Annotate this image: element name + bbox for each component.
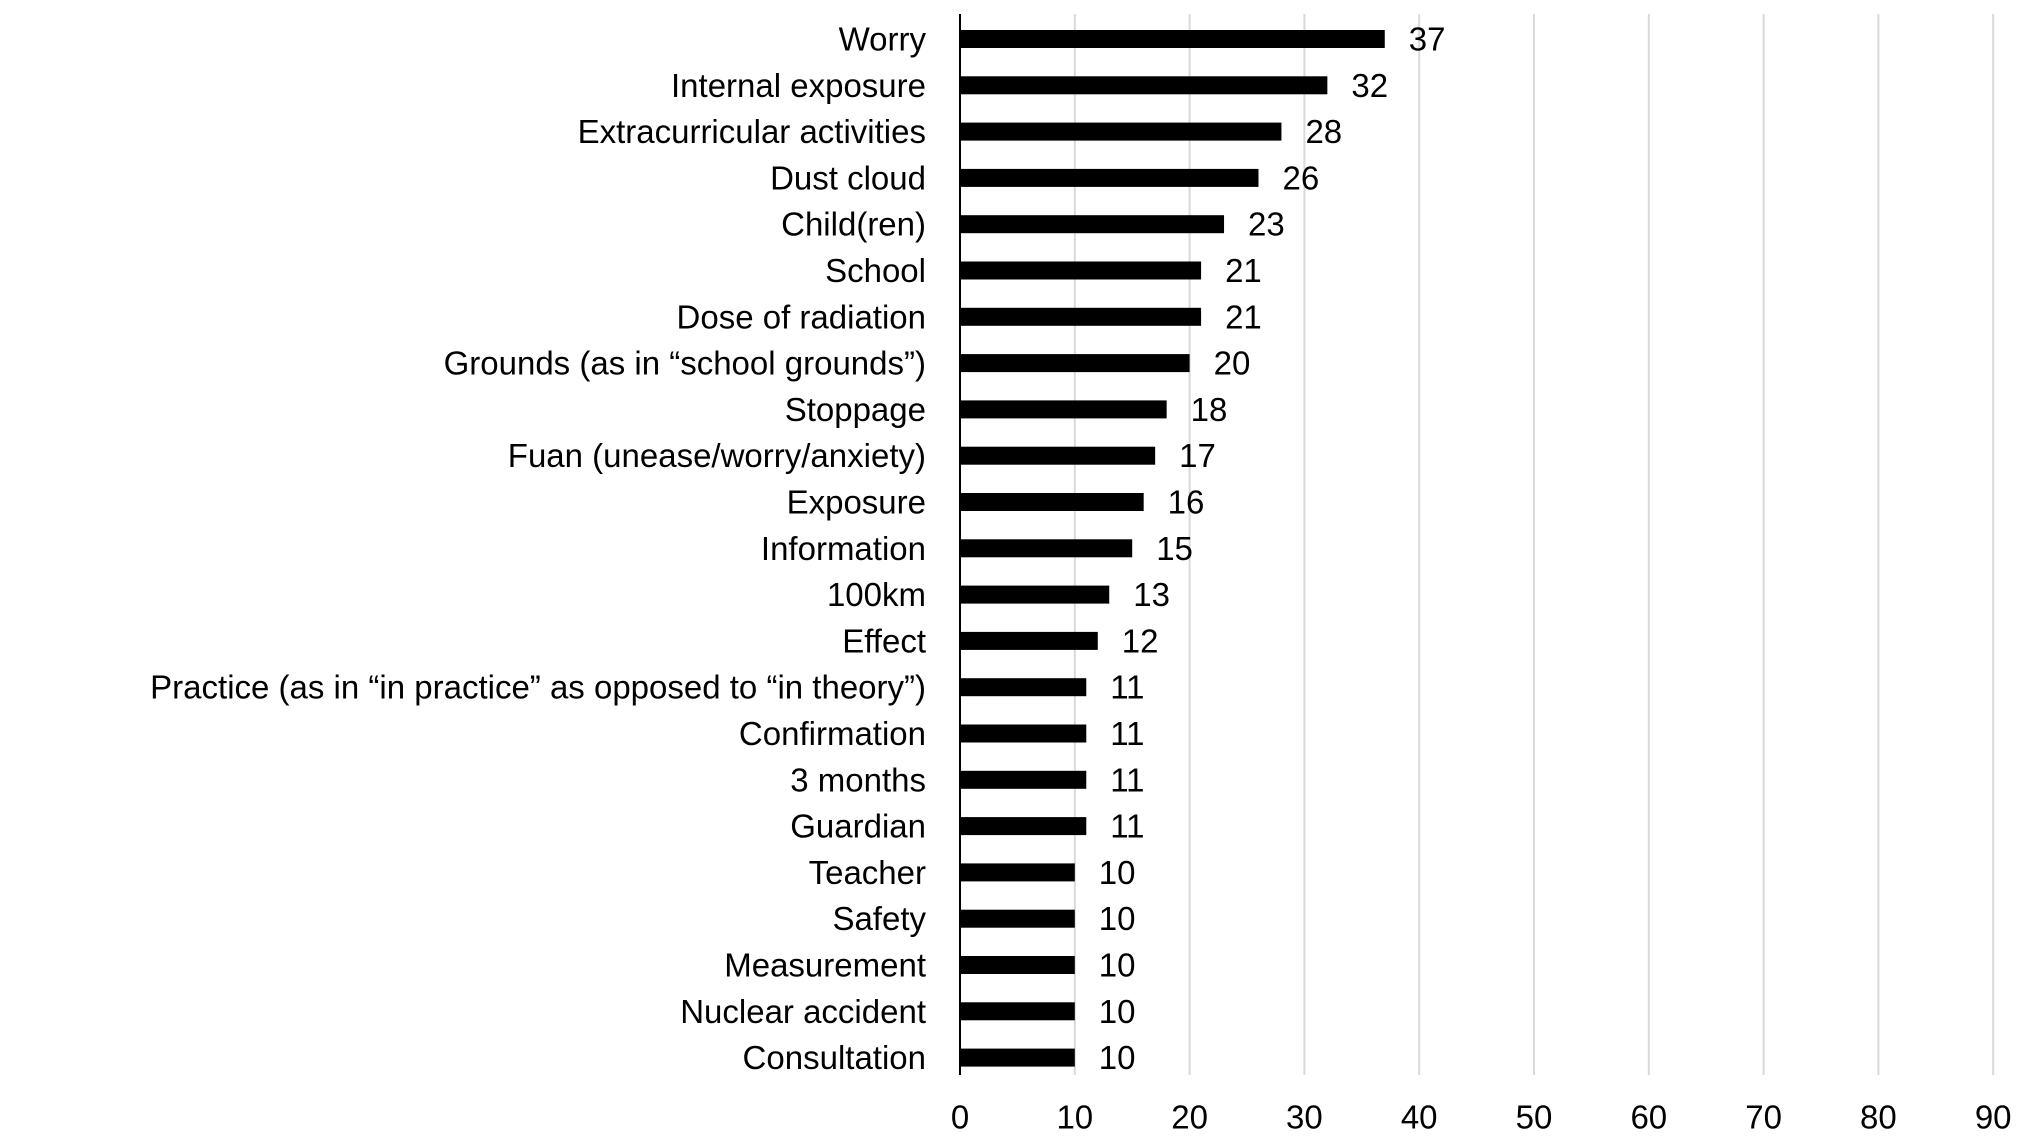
category-label: Stoppage <box>785 391 926 428</box>
bar <box>960 76 1328 95</box>
data-label: 10 <box>1099 993 1136 1030</box>
bar <box>960 770 1087 789</box>
x-tick-label: 30 <box>1286 1099 1323 1136</box>
data-label: 16 <box>1168 484 1205 521</box>
category-label: Child(ren) <box>781 206 926 243</box>
category-label: Information <box>761 530 926 567</box>
bar <box>960 261 1202 280</box>
category-label: 3 months <box>790 761 926 798</box>
bar <box>960 493 1144 511</box>
data-label: 21 <box>1225 252 1262 289</box>
category-label: Effect <box>842 622 926 659</box>
bar <box>960 354 1190 373</box>
category-label: Teacher <box>809 854 926 891</box>
data-label: 18 <box>1191 391 1228 428</box>
bar <box>960 30 1385 48</box>
data-label: 23 <box>1248 206 1285 243</box>
category-label: Practice (as in “in practice” as opposed… <box>150 669 926 706</box>
category-labels: Worry Internal exposure Extracurricular ac… <box>150 21 926 1077</box>
category-label: Internal exposure <box>671 67 926 104</box>
x-tick-label: 90 <box>1975 1099 2012 1136</box>
x-tick-label: 50 <box>1516 1099 1553 1136</box>
bar <box>960 1048 1075 1067</box>
category-label: 100km <box>827 576 926 613</box>
bar <box>960 678 1087 697</box>
x-tick-label: 10 <box>1056 1099 1093 1136</box>
category-label: Worry <box>839 21 927 58</box>
x-tick-label: 70 <box>1745 1099 1782 1136</box>
gridlines <box>1073 14 1995 1075</box>
category-label: Nuclear accident <box>680 993 926 1030</box>
bar <box>960 817 1087 836</box>
bars <box>960 30 1385 1067</box>
x-tick-label: 40 <box>1401 1099 1438 1136</box>
category-label: Confirmation <box>739 715 926 752</box>
data-label: 12 <box>1122 622 1159 659</box>
bar <box>960 724 1087 743</box>
data-label: 15 <box>1156 530 1193 567</box>
category-label: Dust cloud <box>770 159 926 196</box>
data-label: 13 <box>1133 576 1170 613</box>
category-label: Measurement <box>724 947 926 984</box>
data-label: 32 <box>1351 67 1388 104</box>
x-tick-label: 0 <box>951 1099 969 1136</box>
category-label: Safety <box>832 900 926 937</box>
data-label: 21 <box>1225 298 1262 335</box>
data-label: 10 <box>1099 1039 1136 1076</box>
bar <box>960 956 1075 974</box>
x-tick-labels: 0 10 20 30 40 50 60 70 80 90 <box>951 1099 2012 1136</box>
bar <box>960 1002 1075 1021</box>
bar <box>960 400 1167 419</box>
bar <box>960 122 1282 141</box>
bar <box>960 446 1156 465</box>
bar <box>960 585 1110 604</box>
bar <box>960 631 1098 650</box>
bar <box>960 539 1133 558</box>
category-label: Grounds (as in “school grounds”) <box>444 345 926 382</box>
bar <box>960 307 1202 326</box>
data-label: 26 <box>1282 159 1319 196</box>
data-label: 10 <box>1099 900 1136 937</box>
data-label: 10 <box>1099 947 1136 984</box>
data-label: 11 <box>1110 761 1144 798</box>
category-label: Extracurricular activities <box>578 113 926 150</box>
data-label: 10 <box>1099 854 1136 891</box>
data-label: 11 <box>1110 715 1144 752</box>
x-tick-label: 60 <box>1630 1099 1667 1136</box>
x-tick-label: 80 <box>1860 1099 1897 1136</box>
bar <box>960 863 1075 882</box>
x-tick-label: 20 <box>1171 1099 1208 1136</box>
category-label: Consultation <box>743 1039 926 1076</box>
data-label: 20 <box>1214 345 1251 382</box>
bar <box>960 215 1225 234</box>
category-label: Fuan (unease/worry/anxiety) <box>508 437 926 474</box>
category-label: Guardian <box>790 808 926 845</box>
data-label: 28 <box>1305 113 1342 150</box>
category-label: Exposure <box>787 484 926 521</box>
bar <box>960 909 1075 928</box>
category-label: School <box>825 252 926 289</box>
bar <box>960 168 1259 187</box>
category-label: Dose of radiation <box>677 298 926 335</box>
data-label: 11 <box>1110 669 1144 706</box>
data-label: 17 <box>1179 437 1216 474</box>
data-label: 37 <box>1409 21 1446 58</box>
data-label: 11 <box>1110 808 1144 845</box>
